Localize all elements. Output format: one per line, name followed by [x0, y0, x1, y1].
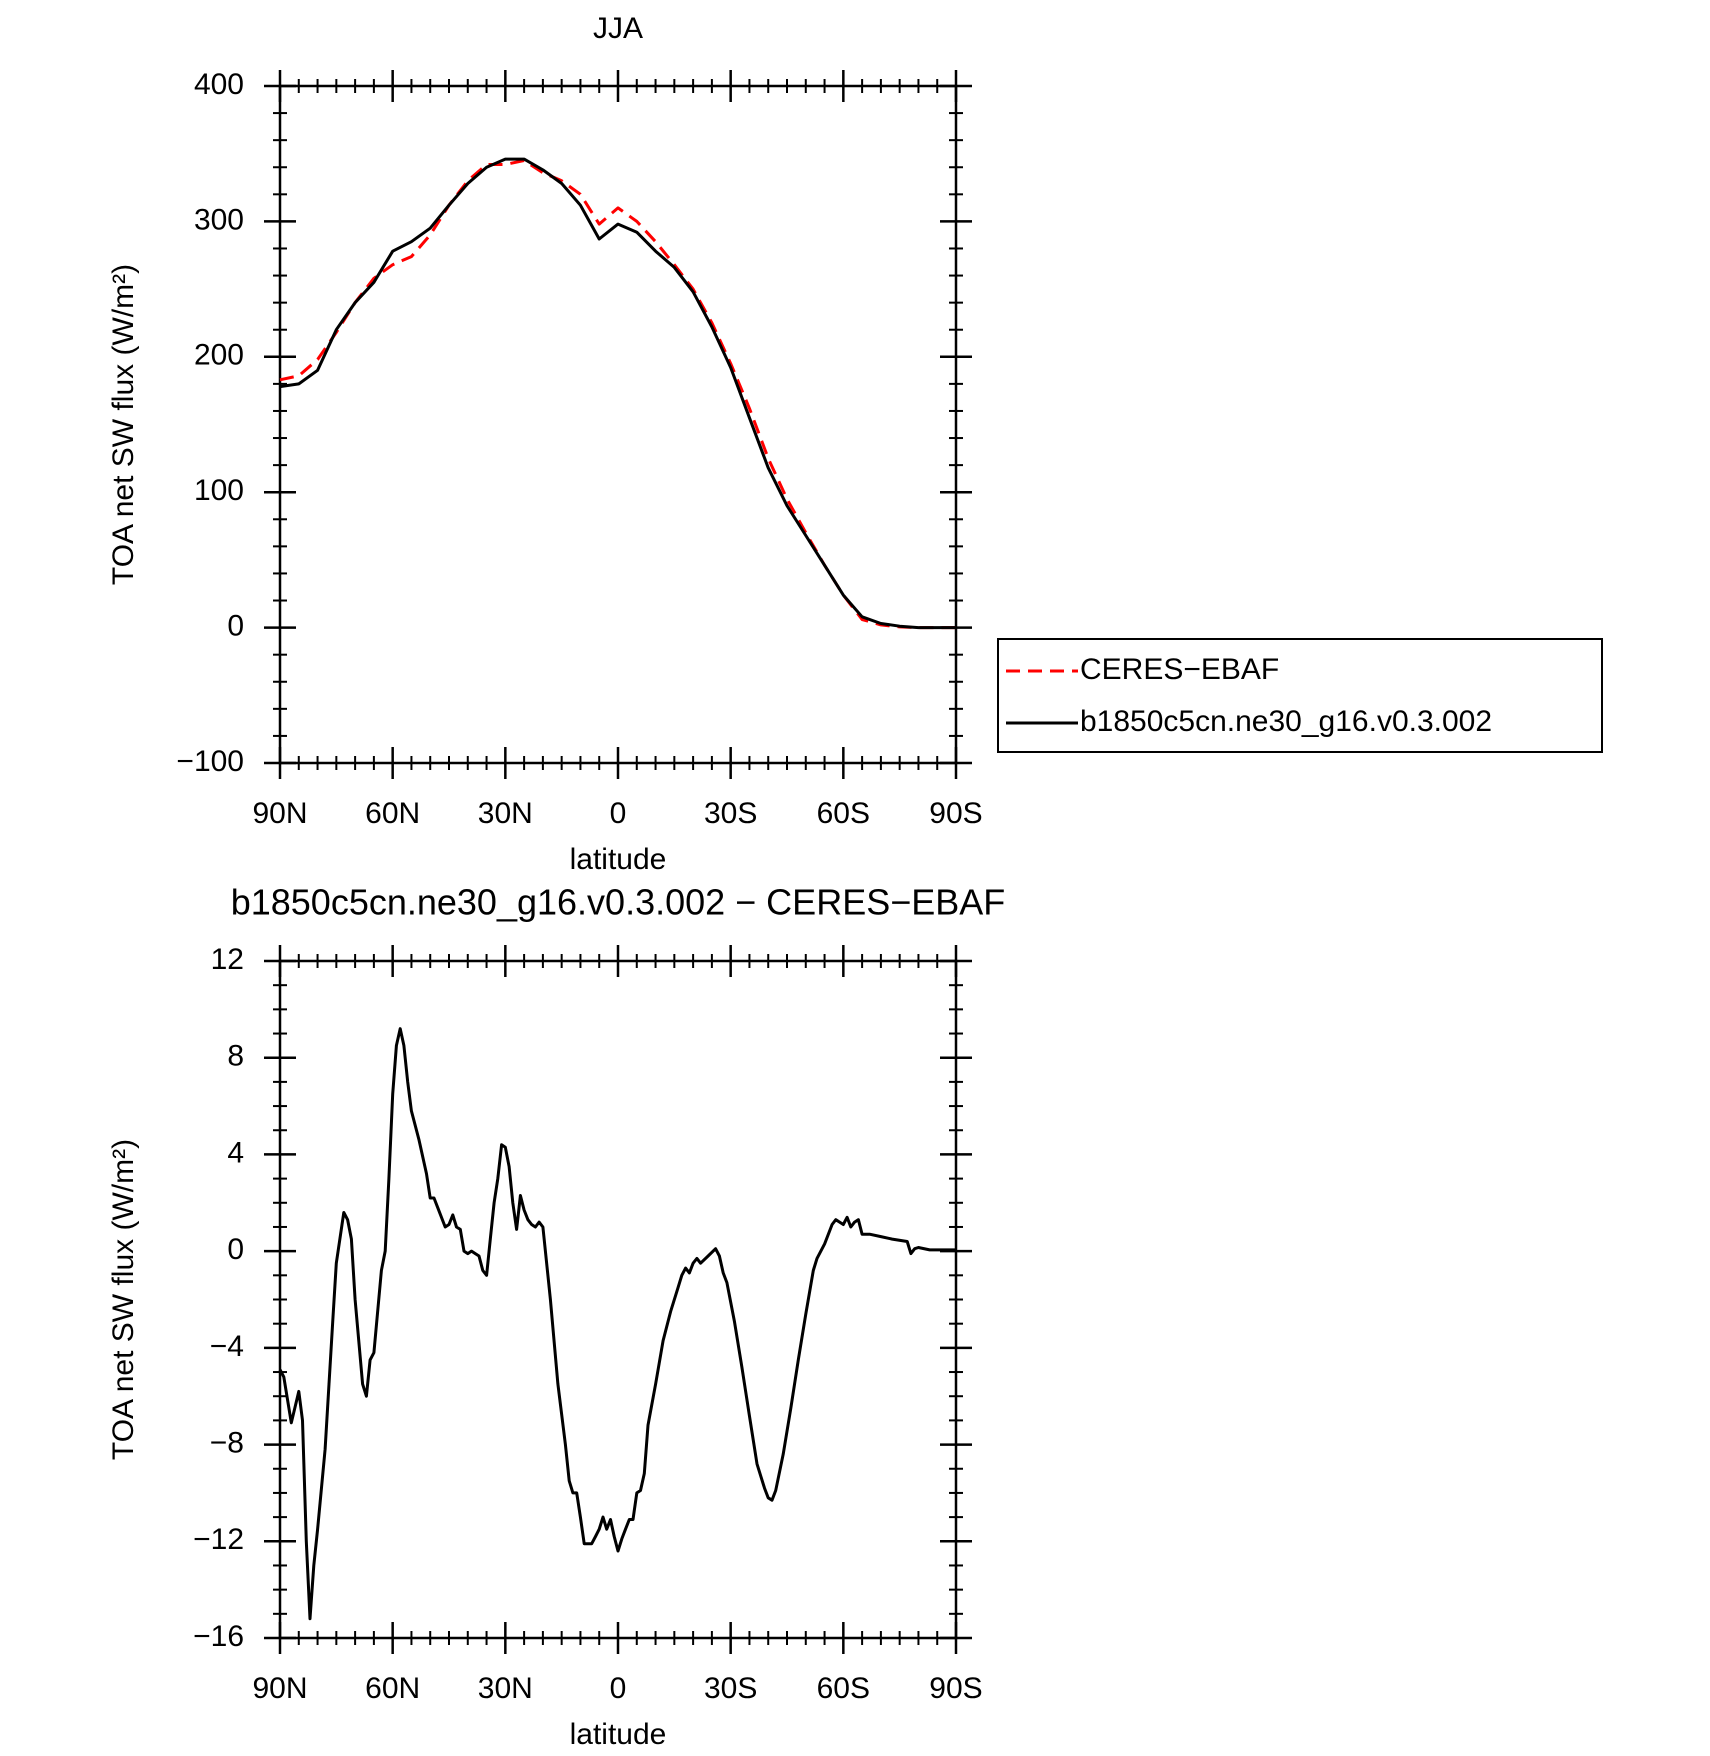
y-tick-label: 400: [194, 68, 244, 101]
x-tick-label: 0: [610, 1672, 627, 1705]
x-tick-label: 60S: [817, 1672, 870, 1705]
chart-title: JJA: [593, 12, 643, 45]
x-tick-label: 30N: [478, 1672, 533, 1705]
x-tick-label: 30N: [478, 797, 533, 830]
y-tick-label: 100: [194, 474, 244, 507]
y-tick-label: 300: [194, 203, 244, 236]
y-tick-label: −12: [193, 1523, 244, 1556]
legend-box: [997, 638, 1603, 753]
x-axis-label: latitude: [570, 1718, 667, 1751]
x-tick-label: 60N: [365, 1672, 420, 1705]
y-tick-label: 12: [211, 943, 244, 976]
x-tick-label: 90N: [252, 797, 307, 830]
y-tick-label: 0: [227, 1233, 244, 1266]
legend-label: CERES−EBAF: [1080, 653, 1279, 686]
x-tick-label: 0: [610, 797, 627, 830]
x-tick-label: 90N: [252, 1672, 307, 1705]
chart-title: b1850c5cn.ne30_g16.v0.3.002 − CERES−EBAF: [231, 882, 1006, 923]
x-tick-label: 30S: [704, 1672, 757, 1705]
plot-frame: [278, 84, 958, 765]
x-axis-label: latitude: [570, 843, 667, 876]
y-axis-label: TOA net SW flux (W/m²): [107, 264, 140, 585]
data-line: [278, 1027, 956, 1621]
y-tick-label: −100: [176, 745, 244, 778]
y-tick-label: −16: [193, 1620, 244, 1653]
data-line: [279, 159, 956, 630]
legend-label: b1850c5cn.ne30_g16.v0.3.002: [1080, 705, 1492, 738]
x-tick-label: 90S: [929, 1672, 982, 1705]
y-tick-label: 200: [194, 339, 244, 372]
y-tick-label: 0: [227, 610, 244, 643]
x-tick-label: 30S: [704, 797, 757, 830]
x-tick-label: 60S: [817, 797, 870, 830]
y-axis-label: TOA net SW flux (W/m²): [107, 1139, 140, 1460]
y-tick-label: −8: [210, 1426, 244, 1459]
data-line: [279, 157, 956, 630]
y-tick-label: 4: [227, 1136, 244, 1169]
x-tick-label: 90S: [929, 797, 982, 830]
x-tick-label: 60N: [365, 797, 420, 830]
y-tick-label: −4: [210, 1330, 244, 1363]
y-tick-label: 8: [227, 1040, 244, 1073]
plot-frame: [278, 959, 958, 1640]
